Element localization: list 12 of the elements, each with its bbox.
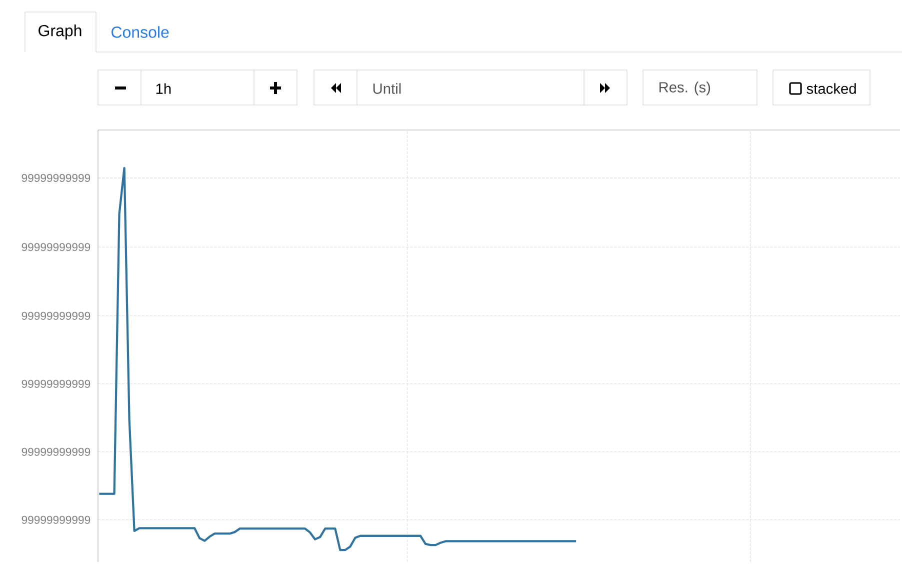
text: Graph — [38, 24, 82, 40]
text: 99999999999 — [22, 312, 90, 320]
text: 99999999999 — [22, 380, 90, 388]
text: Res. (s) — [659, 82, 710, 96]
text: Until — [373, 83, 401, 94]
text: 99999999999 — [22, 174, 90, 182]
text: 99999999999 — [22, 448, 90, 456]
text: 1h — [156, 83, 171, 94]
text: Console — [112, 26, 169, 38]
text: 99999999999 — [22, 243, 90, 252]
text: 99999999999 — [22, 516, 90, 524]
text: stacked — [806, 83, 856, 94]
